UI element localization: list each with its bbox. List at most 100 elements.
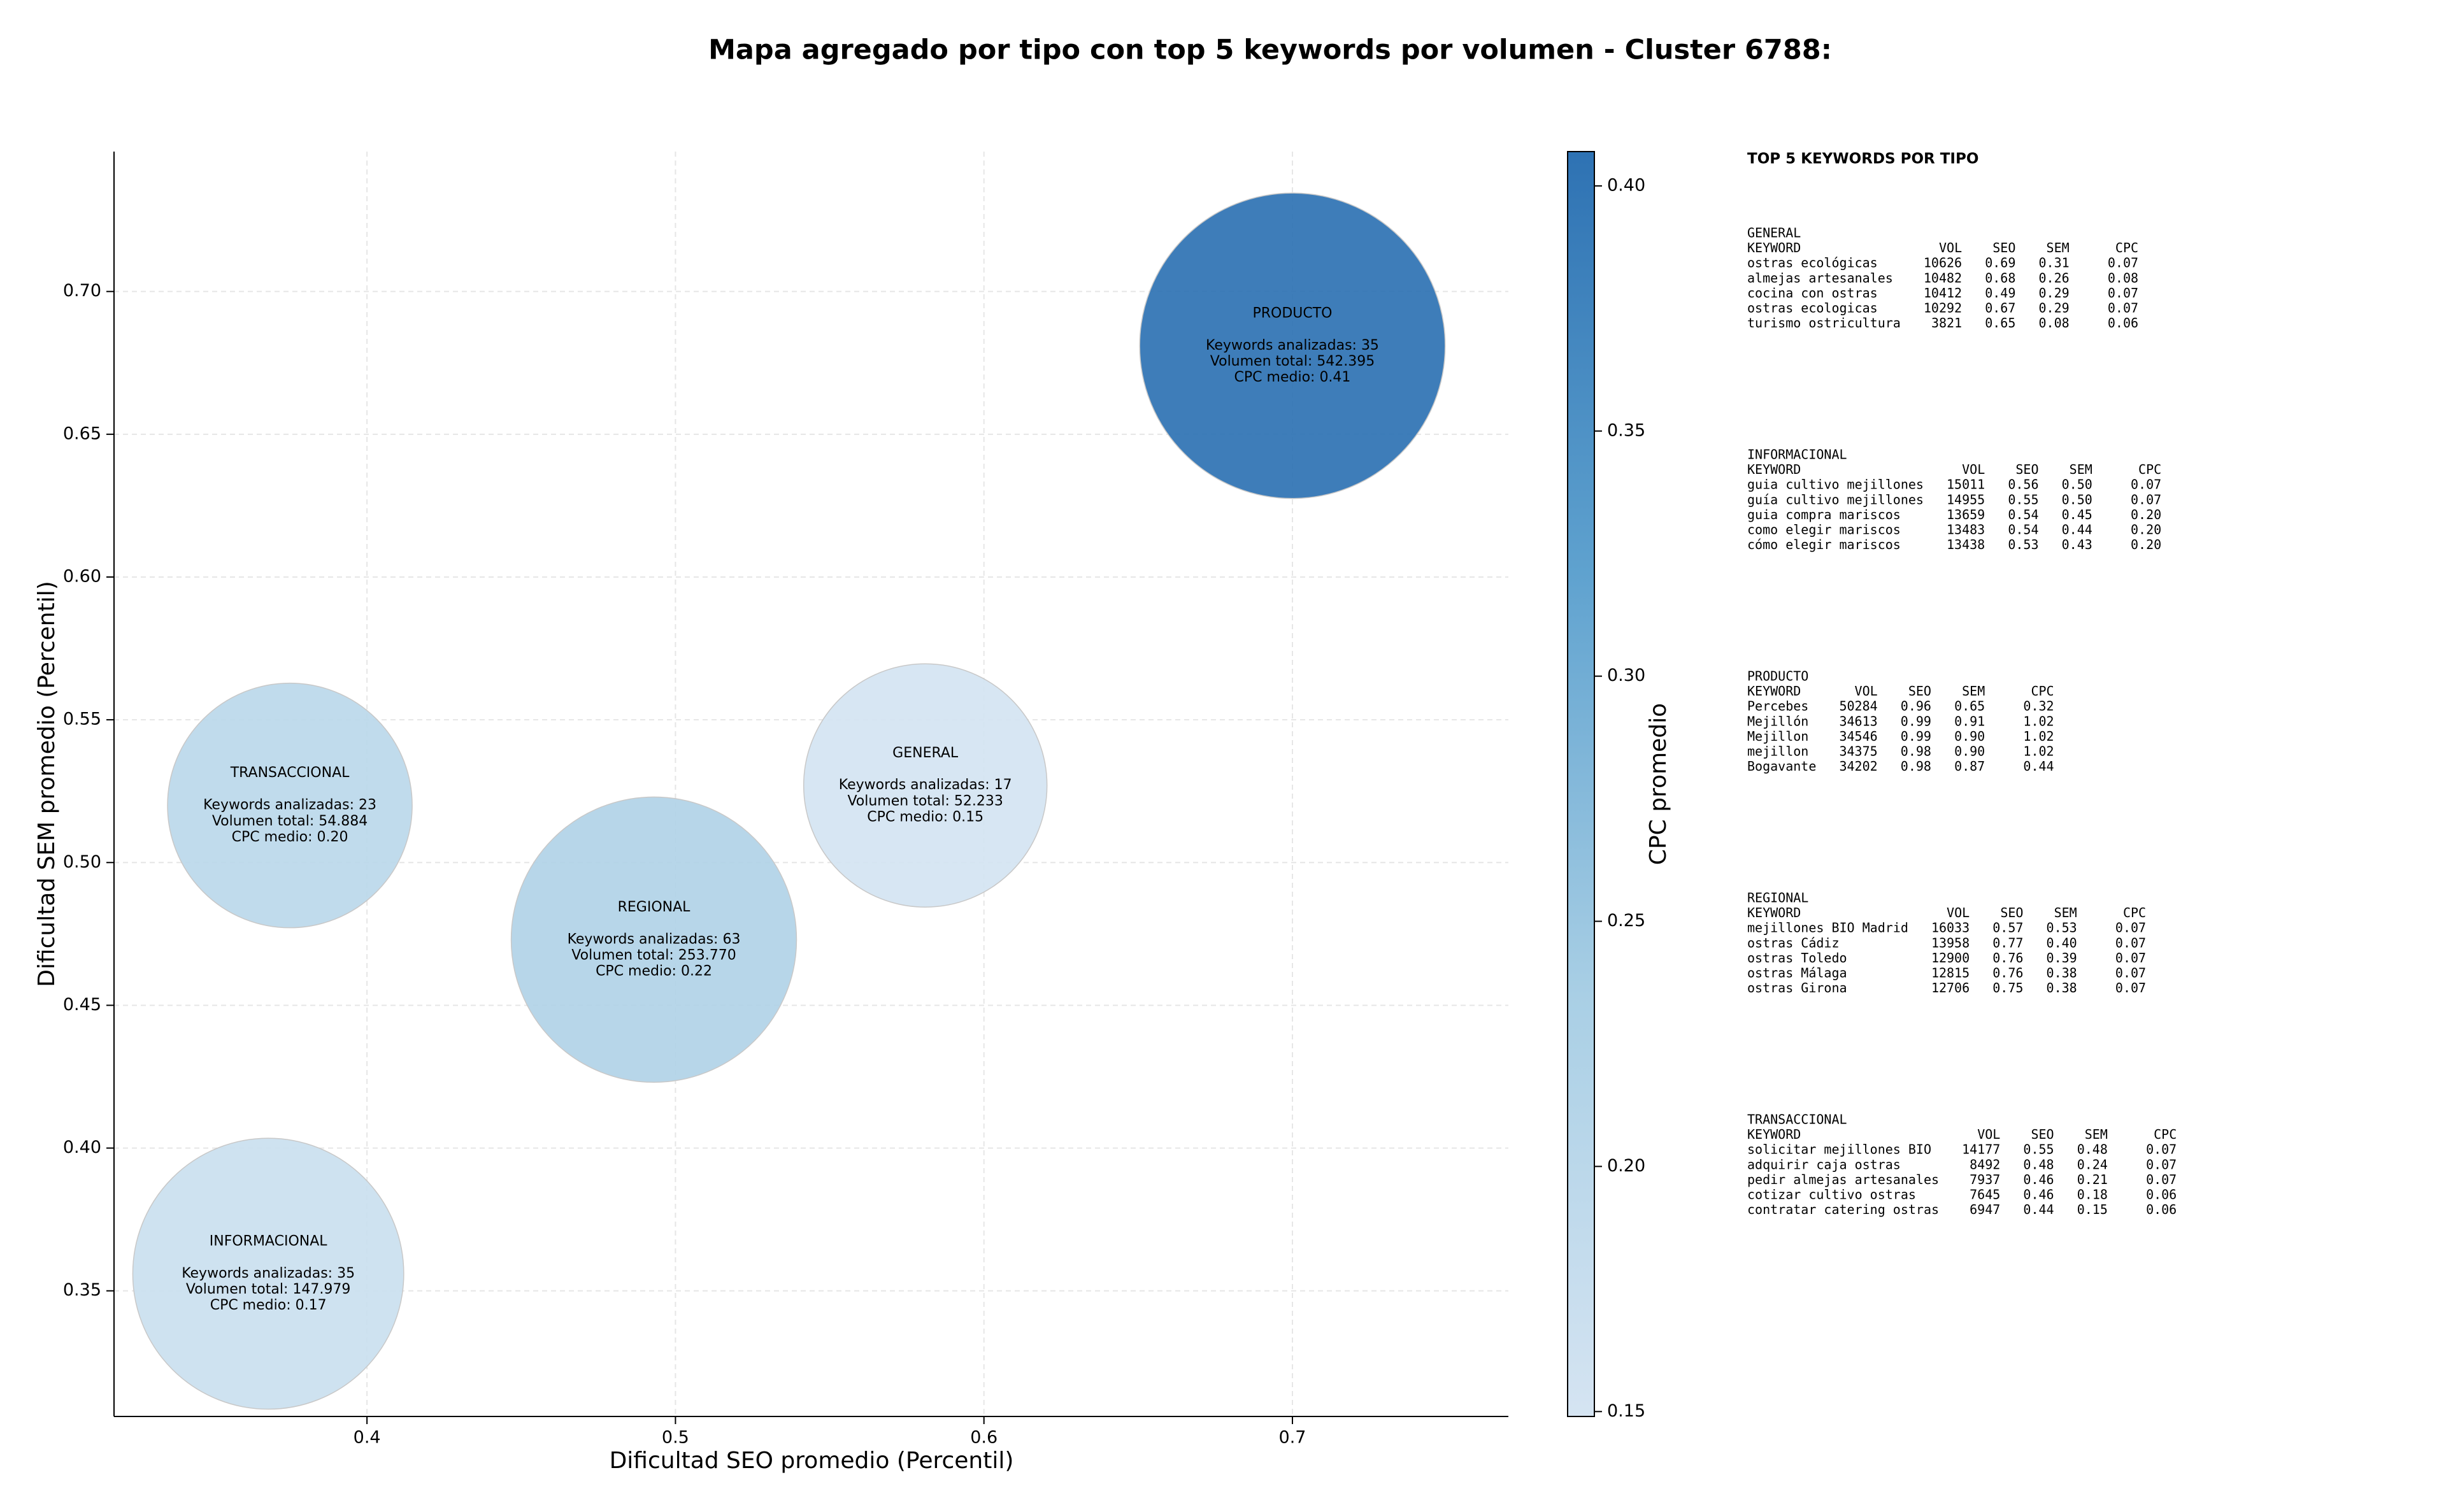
table-cell: 0.07 <box>2131 492 2161 507</box>
table-header: VOL <box>1947 905 1970 920</box>
table-cell: 0.07 <box>2108 301 2138 316</box>
section-title: PRODUCTO <box>1747 669 1808 684</box>
table-cell: 7937 <box>1970 1172 2000 1187</box>
table-cell: turismo ostricultura <box>1747 315 1901 331</box>
table-cell: Mejillón <box>1747 713 1808 729</box>
table-cell: 0.07 <box>2115 966 2146 981</box>
table-cell: 0.56 <box>2008 477 2038 492</box>
table-cell: 0.08 <box>2039 315 2070 331</box>
table-cell: 0.48 <box>2077 1142 2108 1157</box>
table-cell: 0.65 <box>1985 315 2015 331</box>
table-header: KEYWORD <box>1747 240 1801 255</box>
table-cell: 0.18 <box>2077 1187 2108 1202</box>
table-cell: 0.46 <box>2023 1187 2054 1202</box>
bubble-annotation: Keywords analizadas: 35 <box>1206 338 1379 353</box>
table-cell: 0.06 <box>2146 1187 2177 1202</box>
table-cell: ostras ecologicas <box>1747 301 1878 316</box>
table-cell: 34546 <box>1839 729 1877 744</box>
bubble <box>803 663 1048 908</box>
table-header: KEYWORD <box>1747 462 1801 477</box>
table-cell: 0.55 <box>2008 492 2038 507</box>
table-cell: 8492 <box>1970 1157 2000 1172</box>
section-title: GENERAL <box>1747 225 1801 241</box>
table-cell: 10292 <box>1924 301 1962 316</box>
table-cell: guia cultivo mejillones <box>1747 477 1924 492</box>
table-cell: 0.07 <box>2115 920 2146 936</box>
section-title: INFORMACIONAL <box>1747 447 1847 462</box>
table-cell: 0.40 <box>2047 935 2077 950</box>
bubble <box>510 796 797 1083</box>
x-tick-label: 0.4 <box>354 1428 381 1448</box>
table-header: SEM <box>2070 462 2092 477</box>
bubble-annotation: Volumen total: 54.884 <box>212 813 368 829</box>
table-cell: 0.20 <box>2131 522 2161 538</box>
table-cell: 0.32 <box>2023 699 2054 714</box>
chart-title: Mapa agregado por tipo con top 5 keyword… <box>708 34 1832 66</box>
table-cell: 0.91 <box>1954 713 1985 729</box>
table-cell: 15011 <box>1947 477 1985 492</box>
table-cell: 0.07 <box>2146 1157 2177 1172</box>
table-cell: 7645 <box>1970 1187 2000 1202</box>
table-cell: 0.54 <box>2008 522 2038 538</box>
table-header: SEM <box>2047 240 2070 255</box>
colorbar-tick-label: 0.15 <box>1607 1401 1645 1421</box>
table-cell: almejas artesanales <box>1747 270 1893 285</box>
table-cell: 0.69 <box>1985 255 2015 271</box>
table-cell: ostras Cádiz <box>1747 935 1840 950</box>
colorbar-label: CPC promedio <box>1645 703 1671 865</box>
table-cell: ostras Toledo <box>1747 950 1847 966</box>
table-cell: 0.50 <box>2062 492 2092 507</box>
table-cell: 0.38 <box>2047 980 2077 995</box>
bubble-annotation: Keywords analizadas: 35 <box>182 1266 355 1281</box>
y-axis-label: Dificultad SEM promedio (Percentil) <box>34 581 60 987</box>
table-header: SEO <box>1992 240 2015 255</box>
table-cell: 0.87 <box>1954 759 1985 774</box>
table-cell: cocina con ostras <box>1747 285 1878 301</box>
table-cell: 10412 <box>1924 285 1962 301</box>
table-cell: 0.39 <box>2047 950 2077 966</box>
table-cell: 0.75 <box>1992 980 2023 995</box>
table-cell: 0.54 <box>2008 507 2038 522</box>
table-cell: 13483 <box>1947 522 1985 538</box>
table-cell: 0.29 <box>2039 301 2070 316</box>
table-cell: 0.49 <box>1985 285 2015 301</box>
table-cell: guía cultivo mejillones <box>1747 492 1924 507</box>
table-cell: guia compra mariscos <box>1747 507 1901 522</box>
bubble-annotation: CPC medio: 0.17 <box>210 1297 327 1313</box>
table-cell: 0.53 <box>2008 537 2038 552</box>
table-cell: 0.06 <box>2146 1202 2177 1217</box>
table-cell: 1.02 <box>2023 713 2054 729</box>
table-cell: 0.98 <box>1901 744 1931 759</box>
table-cell: 0.31 <box>2039 255 2070 271</box>
table-cell: ostras ecológicas <box>1747 255 1878 271</box>
y-tick-label: 0.45 <box>63 995 101 1015</box>
bubble-name: PRODUCTO <box>1252 305 1332 321</box>
table-cell: 0.06 <box>2108 315 2138 331</box>
y-tick-label: 0.65 <box>63 424 101 443</box>
table-cell: 0.07 <box>2108 285 2138 301</box>
table-cell: 0.68 <box>1985 270 2015 285</box>
table-cell: adquirir caja ostras <box>1747 1157 1901 1172</box>
table-cell: 0.43 <box>2062 537 2092 552</box>
table-cell: 34202 <box>1839 759 1877 774</box>
table-header: VOL <box>1962 462 1985 477</box>
panel-title: TOP 5 KEYWORDS POR TIPO <box>1747 151 1978 168</box>
table-cell: mejillon <box>1747 744 1808 759</box>
table-cell: 0.76 <box>1992 950 2023 966</box>
bubble-annotation: Volumen total: 52.233 <box>847 793 1003 809</box>
table-cell: ostras Málaga <box>1747 966 1847 981</box>
table-header: VOL <box>1855 683 1878 699</box>
table-header: CPC <box>2138 462 2161 477</box>
table-header: SEM <box>2054 905 2077 920</box>
table-cell: 0.26 <box>2039 270 2070 285</box>
table-header: SEO <box>2031 1127 2054 1142</box>
bubble-annotation: CPC medio: 0.15 <box>867 809 983 825</box>
table-header: SEO <box>2015 462 2038 477</box>
table-cell: 0.67 <box>1985 301 2015 316</box>
table-cell: 34375 <box>1839 744 1877 759</box>
table-cell: 13958 <box>1931 935 1970 950</box>
bubble-annotation: Keywords analizadas: 63 <box>568 931 741 947</box>
table-cell: 0.48 <box>2023 1157 2054 1172</box>
